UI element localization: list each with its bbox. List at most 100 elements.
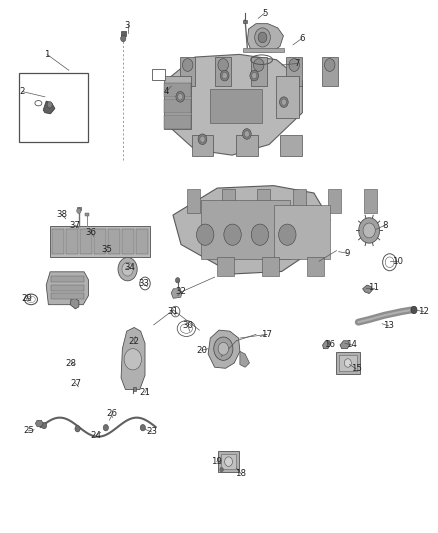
Circle shape [220,467,223,472]
Text: 27: 27 [70,378,81,387]
Circle shape [281,99,286,106]
Bar [180,57,195,86]
Polygon shape [247,23,283,52]
Circle shape [344,359,351,367]
Text: 16: 16 [325,341,336,350]
Text: 36: 36 [85,228,96,237]
Bar [217,257,234,277]
Text: 14: 14 [346,341,357,350]
Circle shape [122,262,133,276]
Text: 31: 31 [167,307,178,316]
Bar [244,20,247,22]
Bar [85,214,89,216]
Bar [164,99,191,113]
Circle shape [289,59,300,71]
Text: 26: 26 [106,409,117,418]
Text: 37: 37 [70,221,81,230]
Bar [274,205,330,259]
Circle shape [47,102,52,108]
Bar [261,257,279,277]
Bar [221,454,237,469]
Bar [80,229,92,254]
Text: 19: 19 [212,457,222,466]
Polygon shape [208,330,240,368]
Circle shape [258,32,267,43]
Bar [215,57,231,86]
Text: 35: 35 [102,245,113,254]
Text: 34: 34 [124,263,135,272]
Bar [276,76,299,118]
Bar [164,115,191,128]
Circle shape [254,59,264,71]
Text: 29: 29 [21,294,32,303]
Circle shape [279,224,296,245]
Bar [307,257,324,277]
Circle shape [220,70,229,81]
Bar [51,285,84,291]
Text: 23: 23 [146,427,157,437]
Text: 6: 6 [299,34,304,43]
Bar [280,135,302,156]
Polygon shape [43,101,55,114]
Bar [164,83,191,97]
Circle shape [42,422,47,429]
Circle shape [75,425,80,432]
Text: 13: 13 [383,321,394,330]
Circle shape [176,92,185,102]
Bar [51,293,84,300]
Bar [108,229,120,254]
Circle shape [251,224,268,245]
Polygon shape [166,54,302,155]
Bar [201,200,290,259]
Circle shape [363,223,375,238]
Polygon shape [70,298,79,309]
Bar [187,189,200,213]
Circle shape [103,424,109,431]
Circle shape [197,224,214,245]
Polygon shape [363,285,372,294]
Bar [120,30,126,36]
Text: 33: 33 [138,279,149,288]
Bar [251,57,267,86]
Text: 38: 38 [56,210,67,219]
Text: 24: 24 [91,431,102,440]
Circle shape [178,94,183,100]
Polygon shape [340,341,350,349]
Bar [293,189,306,213]
Text: 17: 17 [261,330,272,339]
Circle shape [325,59,335,71]
Bar [52,229,64,254]
Circle shape [200,136,205,142]
Polygon shape [46,272,88,305]
Bar [339,355,357,371]
Circle shape [198,134,207,144]
Circle shape [411,306,417,314]
Circle shape [279,97,288,108]
Text: 8: 8 [382,221,388,230]
Bar [328,189,341,213]
Circle shape [224,224,241,245]
Bar [322,57,338,86]
Bar [222,189,235,213]
Bar [191,135,213,156]
Bar [243,47,284,52]
Circle shape [183,59,193,71]
Circle shape [222,72,227,79]
Bar [258,189,271,213]
Circle shape [359,217,380,243]
Text: 18: 18 [235,469,246,478]
Circle shape [176,278,180,283]
Polygon shape [173,185,330,274]
Text: 28: 28 [66,359,77,367]
Circle shape [124,349,141,370]
Text: 2: 2 [20,87,25,96]
Text: 11: 11 [368,283,379,292]
Polygon shape [210,89,261,123]
Bar [51,276,84,282]
Circle shape [252,72,257,79]
Circle shape [218,342,229,355]
Circle shape [77,208,81,214]
Circle shape [218,59,228,71]
Text: 9: 9 [345,249,350,258]
Circle shape [225,457,233,466]
